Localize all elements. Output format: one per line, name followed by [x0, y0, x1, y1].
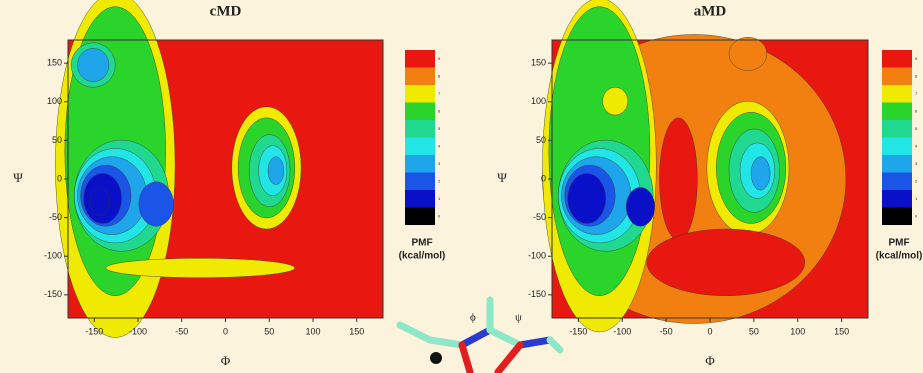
y-axis-label: Ψ: [497, 170, 507, 185]
contour-region: [751, 157, 770, 190]
colorbar-tick-label: 4: [915, 143, 918, 148]
colorbar-label: (kcal/mol): [876, 251, 923, 262]
colorbar-tick-label: 2: [438, 178, 441, 183]
y-tick-label: -100: [44, 251, 62, 261]
x-axis-label: Φ: [705, 353, 715, 368]
colorbar-swatch: [882, 190, 912, 208]
colorbar-tick-label: 0: [438, 213, 441, 218]
y-tick-label: -100: [528, 251, 546, 261]
colorbar-tick-label: 3: [915, 161, 918, 166]
contour-region: [603, 87, 628, 115]
colorbar-tick-label: 9: [438, 56, 441, 61]
x-tick-label: 50: [749, 326, 759, 336]
y-tick-label: -50: [49, 212, 62, 222]
contour-region: [729, 37, 767, 70]
x-tick-label: -150: [569, 326, 587, 336]
colorbar-swatch: [405, 138, 435, 156]
contour-region: [626, 187, 654, 226]
colorbar-tick-label: 0: [915, 213, 918, 218]
colorbar-swatch: [882, 120, 912, 138]
contour-region: [77, 48, 109, 81]
y-tick-label: 150: [47, 58, 62, 68]
x-axis-label: Φ: [221, 353, 231, 368]
y-tick-label: -150: [528, 289, 546, 299]
y-tick-label: -150: [44, 289, 62, 299]
colorbar-swatch: [405, 120, 435, 138]
figure: ϕ ψ cMD-150-100-50050100150-150-100-5005…: [0, 0, 923, 373]
colorbar-swatch: [405, 68, 435, 86]
x-tick-label: -50: [660, 326, 673, 336]
colorbar-tick-label: 9: [915, 56, 918, 61]
colorbar-swatch: [405, 85, 435, 103]
colorbar-swatch: [882, 208, 912, 226]
x-tick-label: -100: [613, 326, 631, 336]
y-tick-label: 150: [531, 58, 546, 68]
chart-title: aMD: [694, 3, 727, 19]
x-tick-label: 50: [264, 326, 274, 336]
contour-region: [106, 258, 295, 277]
x-tick-label: 100: [790, 326, 805, 336]
contour-region: [90, 187, 109, 215]
y-tick-label: 50: [52, 135, 62, 145]
colorbar-tick-label: 8: [438, 73, 441, 78]
colorbar-tick-label: 5: [438, 126, 441, 131]
y-tick-label: 50: [536, 135, 546, 145]
colorbar-swatch: [405, 103, 435, 121]
colorbar-swatch: [882, 68, 912, 86]
x-tick-label: 150: [834, 326, 849, 336]
colorbar-swatch: [882, 173, 912, 191]
y-tick-label: 0: [541, 173, 546, 183]
x-tick-label: -50: [175, 326, 188, 336]
x-tick-label: 150: [349, 326, 364, 336]
colorbar-swatch: [882, 85, 912, 103]
colorbar-tick-label: 6: [438, 108, 441, 113]
colorbar-tick-label: 4: [438, 143, 441, 148]
colorbar-tick-label: 6: [915, 108, 918, 113]
colorbar-swatch: [882, 155, 912, 173]
colorbar-swatch: [882, 50, 912, 68]
y-tick-label: 100: [47, 96, 62, 106]
x-tick-label: 100: [305, 326, 320, 336]
contour-region: [659, 118, 697, 240]
contour-region: [647, 229, 805, 296]
x-tick-label: -150: [85, 326, 103, 336]
chart-title: cMD: [210, 3, 242, 19]
colorbar-tick-label: 1: [438, 196, 441, 201]
contour-region: [139, 182, 174, 226]
colorbar-swatch: [405, 208, 435, 226]
molecule: [400, 300, 560, 372]
y-tick-label: 100: [531, 96, 546, 106]
colorbar-tick-label: 7: [915, 91, 918, 96]
colorbar-label: PMF: [411, 238, 432, 249]
colorbar-swatch: [882, 103, 912, 121]
y-axis-label: Ψ: [13, 170, 23, 185]
colorbar-label: PMF: [888, 238, 909, 249]
x-tick-label: -100: [129, 326, 147, 336]
colorbar-label: (kcal/mol): [399, 251, 446, 262]
colorbar-swatch: [405, 173, 435, 191]
colorbar-tick-label: 3: [438, 161, 441, 166]
colorbar-swatch: [405, 155, 435, 173]
contour-region: [568, 173, 606, 223]
colorbar-tick-label: 5: [915, 126, 918, 131]
colorbar-tick-label: 1: [915, 196, 918, 201]
colorbar-tick-label: 2: [915, 178, 918, 183]
y-tick-label: -50: [533, 212, 546, 222]
colorbar-swatch: [882, 138, 912, 156]
contour-region: [268, 157, 284, 185]
x-tick-label: 0: [707, 326, 712, 336]
phi-label: ϕ: [470, 312, 476, 324]
colorbar-tick-label: 8: [915, 73, 918, 78]
colorbar-tick-label: 7: [438, 91, 441, 96]
colorbar-swatch: [405, 190, 435, 208]
psi-label: ψ: [515, 312, 522, 324]
colorbar-swatch: [405, 50, 435, 68]
y-tick-label: 0: [57, 173, 62, 183]
x-tick-label: 0: [223, 326, 228, 336]
